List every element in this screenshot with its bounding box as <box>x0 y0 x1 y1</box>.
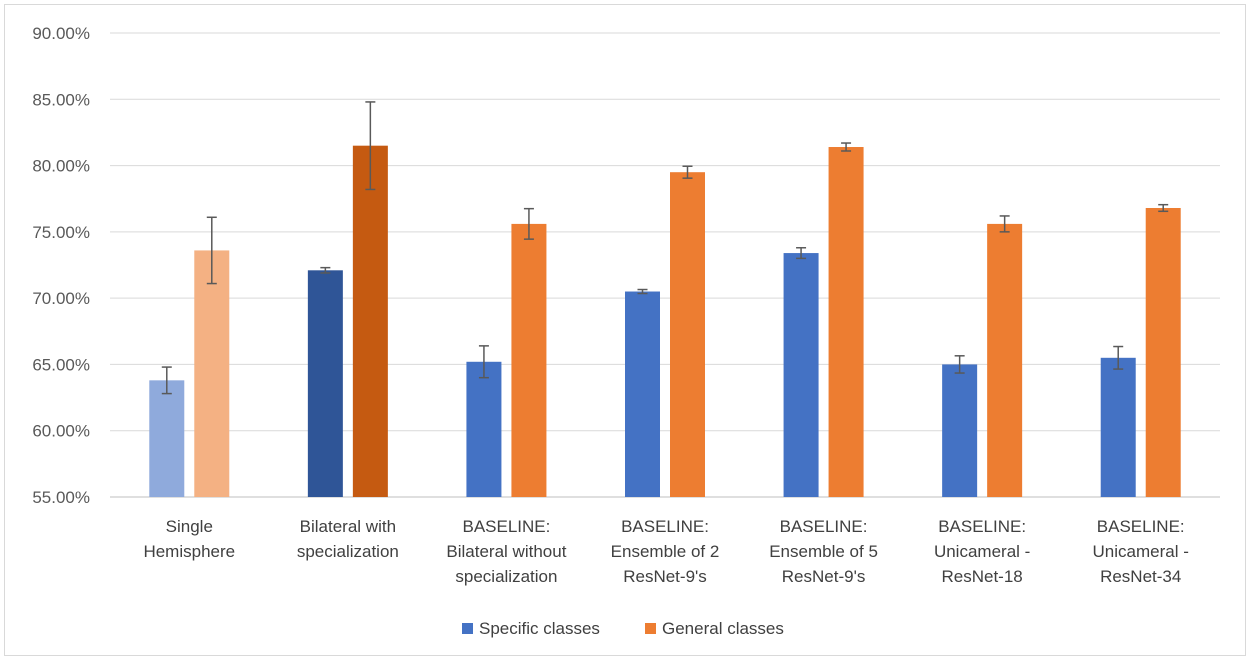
bar-general-4 <box>828 147 864 498</box>
error-bar <box>206 216 217 285</box>
error-bar <box>320 266 331 274</box>
error-bar <box>1158 203 1169 213</box>
y-tick-label: 85.00% <box>32 90 90 109</box>
error-bar <box>841 142 852 152</box>
error-bar <box>637 288 648 295</box>
x-category-label: BASELINE: Ensemble of 5 ResNet-9's <box>769 517 878 586</box>
x-category-label: BASELINE: Unicameral -ResNet-34 <box>1093 517 1189 586</box>
legend: Specific classes General classes <box>462 619 784 638</box>
bar-general-0 <box>194 250 230 497</box>
error-bar <box>1113 345 1124 370</box>
error-bar <box>523 207 534 240</box>
error-bar <box>682 165 693 179</box>
error-bar <box>161 366 172 395</box>
error-bar <box>365 101 376 191</box>
x-category-label: Single Hemisphere <box>143 517 235 561</box>
legend-swatch-specific <box>462 623 473 634</box>
y-tick-label: 80.00% <box>32 157 90 176</box>
bar-specific-2 <box>466 361 502 497</box>
legend-label: Specific classes <box>479 619 600 638</box>
x-category-label: BASELINE: Ensemble of 2 ResNet-9's <box>611 517 720 586</box>
legend-label: General classes <box>662 619 784 638</box>
bars <box>149 145 1181 498</box>
y-tick-label: 90.00% <box>32 24 90 43</box>
bar-general-5 <box>987 223 1023 497</box>
x-category-label: Bilateral with specialization <box>297 517 399 561</box>
y-tick-label: 60.00% <box>32 422 90 441</box>
y-tick-label: 70.00% <box>32 289 90 308</box>
bar-specific-3 <box>625 291 660 497</box>
bar-specific-5 <box>942 364 978 497</box>
x-category-label: BASELINE: Unicameral -ResNet-18 <box>934 517 1030 586</box>
bar-specific-0 <box>149 380 185 497</box>
bar-specific-4 <box>783 253 819 497</box>
y-tick-label: 75.00% <box>32 223 90 242</box>
bar-general-3 <box>670 172 705 497</box>
error-bar <box>796 247 807 260</box>
error-bar <box>478 345 489 379</box>
bar-general-1 <box>352 145 388 497</box>
y-tick-label: 65.00% <box>32 355 90 374</box>
gridlines <box>110 32 1220 498</box>
error-bars <box>161 101 1169 395</box>
bar-specific-6 <box>1100 357 1136 497</box>
bar-general-2 <box>511 223 547 497</box>
x-category-label: BASELINE: Bilateral without specialization <box>446 517 566 586</box>
bar-specific-1 <box>307 270 343 497</box>
error-bar <box>999 215 1010 233</box>
x-axis-labels: Single Hemisphere Bilateral with specializa… <box>143 517 1188 586</box>
y-axis-ticks: 55.00% 60.00% 65.00% 70.00% 75.00% 80.00% 85.0… <box>32 24 90 507</box>
error-bar <box>954 355 965 374</box>
legend-swatch-general <box>645 623 656 634</box>
y-tick-label: 55.00% <box>32 488 90 507</box>
bar-general-6 <box>1145 207 1181 497</box>
